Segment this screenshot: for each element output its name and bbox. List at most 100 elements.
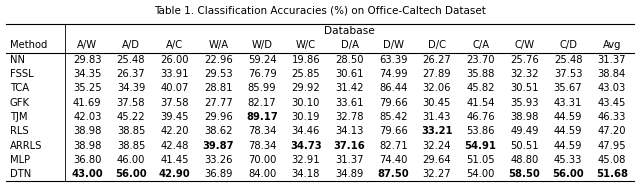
Text: TJM: TJM	[10, 112, 27, 122]
Text: 30.45: 30.45	[423, 98, 451, 108]
Text: W/D: W/D	[252, 41, 273, 51]
Text: 85.99: 85.99	[248, 83, 276, 93]
Text: 31.43: 31.43	[423, 112, 451, 122]
Text: 37.58: 37.58	[161, 98, 189, 108]
Text: 38.85: 38.85	[116, 126, 145, 136]
Text: 34.89: 34.89	[335, 169, 364, 179]
Text: 86.44: 86.44	[379, 83, 408, 93]
Text: DTN: DTN	[10, 169, 31, 179]
Text: 35.88: 35.88	[467, 69, 495, 79]
Text: C/A: C/A	[472, 41, 489, 51]
Text: 34.46: 34.46	[292, 126, 320, 136]
Text: 29.96: 29.96	[204, 112, 233, 122]
Text: Avg: Avg	[602, 41, 621, 51]
Text: 42.20: 42.20	[161, 126, 189, 136]
Text: 19.86: 19.86	[291, 55, 320, 65]
Text: 85.42: 85.42	[379, 112, 408, 122]
Text: 22.96: 22.96	[204, 55, 233, 65]
Text: 53.86: 53.86	[467, 126, 495, 136]
Text: 45.33: 45.33	[554, 155, 582, 165]
Text: 39.87: 39.87	[203, 141, 234, 151]
Text: 42.03: 42.03	[73, 112, 102, 122]
Text: 43.03: 43.03	[598, 83, 626, 93]
Text: 74.40: 74.40	[379, 155, 408, 165]
Text: 35.25: 35.25	[73, 83, 102, 93]
Text: 28.50: 28.50	[335, 55, 364, 65]
Text: 40.07: 40.07	[161, 83, 189, 93]
Text: 51.05: 51.05	[467, 155, 495, 165]
Text: 34.18: 34.18	[292, 169, 320, 179]
Text: 59.24: 59.24	[248, 55, 276, 65]
Text: 34.35: 34.35	[73, 69, 102, 79]
Text: 31.37: 31.37	[598, 55, 626, 65]
Text: GFK: GFK	[10, 98, 29, 108]
Text: RLS: RLS	[10, 126, 28, 136]
Text: 34.13: 34.13	[335, 126, 364, 136]
Text: 26.00: 26.00	[161, 55, 189, 65]
Text: 58.50: 58.50	[508, 169, 540, 179]
Text: 28.81: 28.81	[204, 83, 232, 93]
Text: 33.61: 33.61	[335, 98, 364, 108]
Text: 38.98: 38.98	[73, 141, 102, 151]
Text: 32.78: 32.78	[335, 112, 364, 122]
Text: 56.00: 56.00	[115, 169, 147, 179]
Text: 89.17: 89.17	[246, 112, 278, 122]
Text: C/D: C/D	[559, 41, 577, 51]
Text: 37.53: 37.53	[554, 69, 582, 79]
Text: 29.53: 29.53	[204, 69, 233, 79]
Text: Method: Method	[10, 41, 47, 51]
Text: 41.45: 41.45	[161, 155, 189, 165]
Text: 36.80: 36.80	[73, 155, 102, 165]
Text: 30.10: 30.10	[292, 98, 320, 108]
Text: 35.67: 35.67	[554, 83, 582, 93]
Text: 37.58: 37.58	[116, 98, 145, 108]
Text: TCA: TCA	[10, 83, 29, 93]
Text: 29.92: 29.92	[291, 83, 320, 93]
Text: 47.95: 47.95	[597, 141, 626, 151]
Text: 25.85: 25.85	[291, 69, 320, 79]
Text: 37.16: 37.16	[333, 141, 365, 151]
Text: 32.06: 32.06	[422, 83, 451, 93]
Text: Table 1. Classification Accuracies (%) on Office-Caltech Dataset: Table 1. Classification Accuracies (%) o…	[154, 6, 486, 16]
Text: 63.39: 63.39	[379, 55, 408, 65]
Text: 46.33: 46.33	[598, 112, 626, 122]
Text: 44.59: 44.59	[554, 112, 582, 122]
Text: 38.85: 38.85	[116, 141, 145, 151]
Text: 33.91: 33.91	[161, 69, 189, 79]
Text: 82.71: 82.71	[379, 141, 408, 151]
Text: D/W: D/W	[383, 41, 404, 51]
Text: 31.42: 31.42	[335, 83, 364, 93]
Text: 25.76: 25.76	[510, 55, 539, 65]
Text: 79.66: 79.66	[379, 98, 408, 108]
Text: 38.98: 38.98	[73, 126, 102, 136]
Text: 44.59: 44.59	[554, 126, 582, 136]
Text: 78.34: 78.34	[248, 126, 276, 136]
Text: MLP: MLP	[10, 155, 29, 165]
Text: 32.24: 32.24	[422, 141, 451, 151]
Text: 25.48: 25.48	[116, 55, 145, 65]
Text: 74.99: 74.99	[379, 69, 408, 79]
Text: 48.80: 48.80	[510, 155, 538, 165]
Text: 43.00: 43.00	[72, 169, 103, 179]
Text: A/W: A/W	[77, 41, 97, 51]
Text: 44.59: 44.59	[554, 141, 582, 151]
Text: 54.91: 54.91	[465, 141, 497, 151]
Text: 42.48: 42.48	[161, 141, 189, 151]
Text: 30.61: 30.61	[335, 69, 364, 79]
Text: 27.89: 27.89	[422, 69, 451, 79]
Text: NN: NN	[10, 55, 24, 65]
Text: D/C: D/C	[428, 41, 446, 51]
Text: 49.49: 49.49	[510, 126, 539, 136]
Text: 26.27: 26.27	[422, 55, 451, 65]
Text: 38.98: 38.98	[510, 112, 538, 122]
Text: A/D: A/D	[122, 41, 140, 51]
Text: 32.32: 32.32	[510, 69, 539, 79]
Text: 39.45: 39.45	[161, 112, 189, 122]
Text: 32.91: 32.91	[291, 155, 320, 165]
Text: 78.34: 78.34	[248, 141, 276, 151]
Text: 43.31: 43.31	[554, 98, 582, 108]
Text: 32.27: 32.27	[422, 169, 451, 179]
Text: 38.62: 38.62	[204, 126, 232, 136]
Text: 30.19: 30.19	[292, 112, 320, 122]
Text: 36.89: 36.89	[204, 169, 232, 179]
